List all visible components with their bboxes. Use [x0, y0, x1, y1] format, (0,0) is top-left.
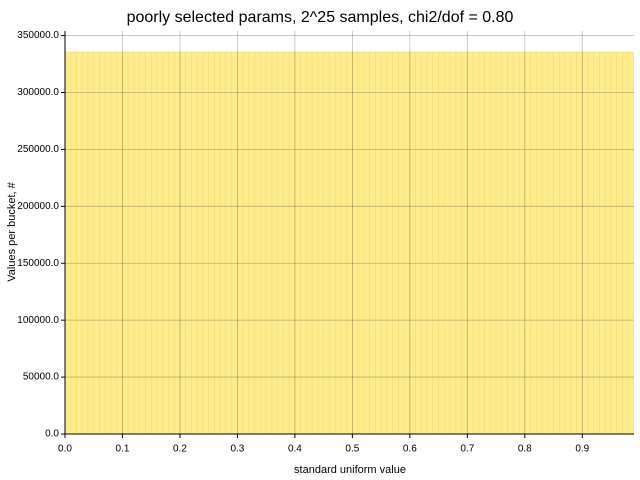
grid: [64, 31, 634, 435]
x-tick-label: 0.3: [230, 444, 244, 455]
x-tick-label: 0.6: [403, 444, 417, 455]
x-tick-label: 0.1: [116, 444, 130, 455]
x-tick-label: 0.2: [173, 444, 187, 455]
x-tick-label: 0.5: [345, 444, 359, 455]
y-tick-label: 200000.0: [17, 201, 59, 212]
x-tick-label: 0.7: [460, 444, 474, 455]
x-tick-label: 0.8: [518, 444, 532, 455]
y-tick-label: 50000.0: [23, 372, 60, 383]
x-axis-label: standard uniform value: [294, 464, 406, 476]
y-tick-label: 250000.0: [17, 144, 59, 155]
y-tick-label: 0.0: [45, 429, 59, 440]
x-tick-label: 0.9: [575, 444, 589, 455]
bar: [633, 51, 634, 434]
y-tick-label: 300000.0: [17, 87, 59, 98]
x-tick-label: 0.0: [58, 444, 72, 455]
y-tick-label: 150000.0: [17, 258, 59, 269]
y-tick-label: 100000.0: [17, 315, 59, 326]
y-axis-label: Values per bucket, #: [6, 181, 18, 281]
chart-title: poorly selected params, 2^25 samples, ch…: [127, 9, 514, 26]
x-tick-label: 0.4: [288, 444, 302, 455]
y-tick-label: 350000.0: [17, 30, 59, 41]
